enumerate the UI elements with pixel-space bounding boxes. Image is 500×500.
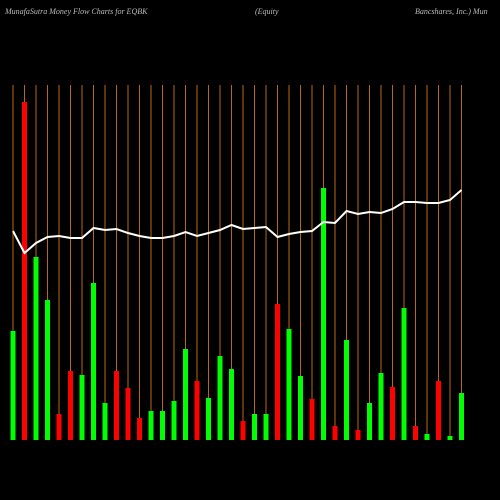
money-flow-line [12, 189, 463, 255]
bar [114, 371, 119, 440]
bar [22, 102, 27, 440]
bars [10, 102, 464, 440]
chart-title: Bancshares, Inc.) Mun [415, 7, 488, 16]
bar [171, 401, 177, 440]
bar [45, 300, 50, 440]
bar [68, 371, 73, 440]
bar [229, 369, 234, 440]
bar [459, 393, 464, 440]
bar [447, 436, 453, 440]
bar [240, 421, 246, 440]
bar [160, 411, 165, 440]
bar [137, 418, 142, 440]
bar [424, 434, 430, 440]
guides [12, 85, 462, 440]
bar [91, 283, 96, 440]
bar [378, 373, 384, 440]
bar [401, 308, 407, 440]
bar [263, 414, 269, 440]
bar [10, 331, 16, 440]
bar [436, 381, 441, 440]
bar [286, 329, 292, 440]
bar [183, 349, 188, 440]
bar [217, 356, 223, 440]
bar [194, 381, 200, 440]
bar [367, 403, 372, 440]
bar [275, 304, 280, 440]
bar [355, 430, 361, 440]
chart-title: (Equity [255, 7, 279, 16]
bar [390, 387, 395, 440]
bar [102, 403, 108, 440]
chart-title: MunafaSutra Money Flow Charts for EQBK [4, 7, 148, 16]
bar [79, 375, 85, 440]
bar [321, 188, 326, 440]
bar [332, 426, 338, 440]
bar [33, 257, 39, 440]
bar [125, 388, 131, 440]
bar [344, 340, 349, 440]
bar [206, 398, 211, 440]
bar [56, 414, 62, 440]
bar [148, 411, 154, 440]
bar [309, 399, 315, 440]
bar [252, 414, 257, 440]
bar [298, 376, 303, 440]
bar [413, 426, 418, 440]
